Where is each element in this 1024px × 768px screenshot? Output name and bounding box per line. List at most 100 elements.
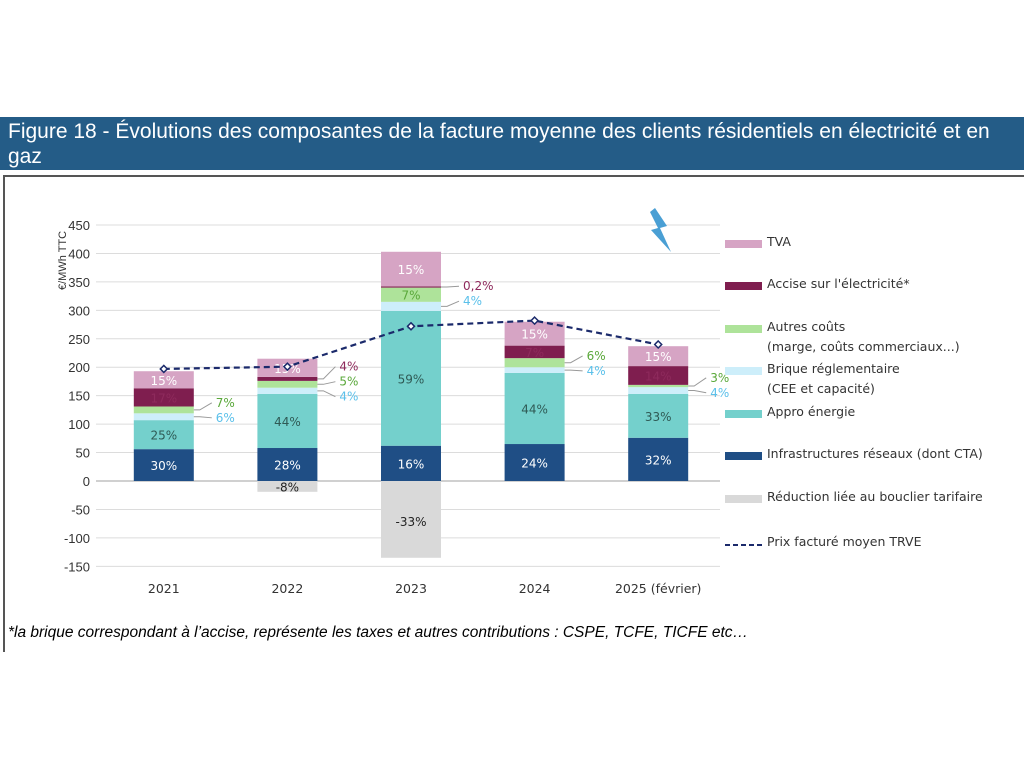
legend-label: Appro énergie — [767, 404, 856, 419]
data-label: 28% — [274, 459, 301, 473]
bar-segment — [133, 420, 194, 450]
data-label: 32% — [645, 453, 672, 467]
legend-swatch — [725, 544, 762, 546]
data-label-reduction: -33% — [395, 515, 426, 529]
bar-segment — [628, 366, 689, 385]
data-label: 7% — [401, 289, 420, 303]
bar-segment — [257, 380, 318, 388]
y-tick-label: 200 — [68, 360, 90, 375]
bar-reduction — [257, 481, 318, 492]
y-axis-label: €/MWh TTC — [57, 231, 69, 290]
legend-item-series-0: Infrastructures réseaux (dont CTA) — [725, 446, 983, 464]
bar-segment — [257, 376, 318, 381]
leader-line — [441, 285, 460, 288]
leader-line — [193, 402, 213, 411]
y-tick-label: 350 — [68, 275, 90, 290]
x-tick-label: 2021 — [148, 581, 180, 596]
bar-reduction — [381, 481, 441, 558]
legend-label: Autres coûts (marge, coûts commerciaux..… — [767, 319, 960, 354]
bar-segment — [628, 346, 689, 367]
data-label: 33% — [645, 410, 672, 424]
line-point — [282, 362, 292, 372]
data-label: 14% — [645, 369, 672, 383]
y-tick-label: -100 — [64, 531, 90, 546]
bar-segment — [257, 393, 318, 449]
y-tick-label: 150 — [68, 389, 90, 404]
line-point — [653, 339, 663, 350]
lightning-bolt-icon — [650, 208, 671, 252]
leader-line — [193, 416, 212, 419]
x-tick-label: 2022 — [271, 581, 303, 596]
bar-segment — [504, 372, 565, 445]
y-tick-label: 300 — [68, 303, 90, 318]
data-label: 24% — [521, 457, 548, 471]
legend-label: Réduction liée au bouclier tarifaire — [767, 489, 983, 504]
y-tick-label: 450 — [68, 218, 90, 233]
bar-segment — [381, 301, 441, 311]
bar-segment — [133, 406, 194, 414]
bar-segment — [381, 286, 441, 288]
legend-swatch — [725, 452, 762, 460]
data-label: 15% — [645, 350, 672, 364]
line-point — [530, 316, 540, 326]
legend-item-reduction: Réduction liée au bouclier tarifaire — [725, 489, 983, 507]
bar-segment — [257, 387, 318, 394]
legend-label: Brique réglementaire (CEE et capacité) — [767, 361, 900, 396]
data-label-outside: 4% — [710, 386, 729, 400]
data-label-outside: 3% — [710, 371, 729, 385]
legend-item-line: Prix facturé moyen TRVE — [725, 534, 922, 552]
y-tick-label: 100 — [68, 417, 90, 432]
bar-segment — [381, 287, 441, 302]
bar-segment — [504, 345, 565, 359]
y-tick-label: -150 — [64, 559, 90, 574]
data-label-outside: 5% — [339, 375, 358, 389]
bar-segment — [504, 367, 565, 373]
legend-swatch — [725, 240, 762, 248]
data-label-outside: 4% — [339, 390, 358, 404]
leader-line — [441, 300, 460, 307]
legend-item-series-1: Appro énergie — [725, 404, 856, 422]
legend-label: Prix facturé moyen TRVE — [767, 534, 922, 549]
data-label: 59% — [398, 372, 425, 386]
data-label: 44% — [274, 415, 301, 429]
bar-segment — [133, 413, 194, 421]
bar-segment — [381, 251, 441, 287]
leader-line — [317, 366, 336, 380]
chart-frame — [3, 175, 1024, 652]
data-label-outside: 4% — [339, 360, 358, 374]
bar-segment — [257, 448, 318, 481]
legend-swatch — [725, 282, 762, 290]
bar-segment — [628, 384, 689, 388]
leader-line — [564, 369, 583, 372]
legend-item-series-3: Autres coûts (marge, coûts commerciaux..… — [725, 319, 960, 357]
bar-segment — [628, 437, 689, 481]
line-point — [406, 321, 416, 331]
legend-item-series-5: TVA — [725, 234, 791, 252]
legend-swatch — [725, 367, 762, 375]
leader-line — [317, 381, 336, 385]
data-label-outside: 6% — [216, 411, 235, 425]
data-label: 16% — [398, 457, 425, 471]
bar-segment — [504, 444, 565, 481]
y-tick-label: 0 — [83, 474, 90, 489]
data-label: 7% — [525, 346, 544, 360]
legend-item-series-4: Accise sur l'électricité* — [725, 276, 910, 294]
y-tick-label: 250 — [68, 332, 90, 347]
footnote: *la brique correspondant à l’accise, rep… — [8, 624, 749, 641]
legend-swatch — [725, 325, 762, 333]
legend-label: TVA — [767, 234, 791, 249]
bar-segment — [381, 445, 441, 481]
leader-line — [317, 390, 336, 398]
bar-segment — [133, 388, 194, 407]
data-label: 25% — [150, 429, 177, 443]
legend-item-series-2: Brique réglementaire (CEE et capacité) — [725, 361, 900, 399]
bar-segment — [504, 358, 565, 368]
leader-line — [688, 390, 707, 394]
data-label: 15% — [521, 328, 548, 342]
y-tick-label: 400 — [68, 246, 90, 261]
data-label: 30% — [150, 459, 177, 473]
bar-segment — [133, 371, 194, 389]
x-tick-label: 2025 (février) — [615, 581, 701, 596]
bar-segment — [628, 393, 689, 438]
